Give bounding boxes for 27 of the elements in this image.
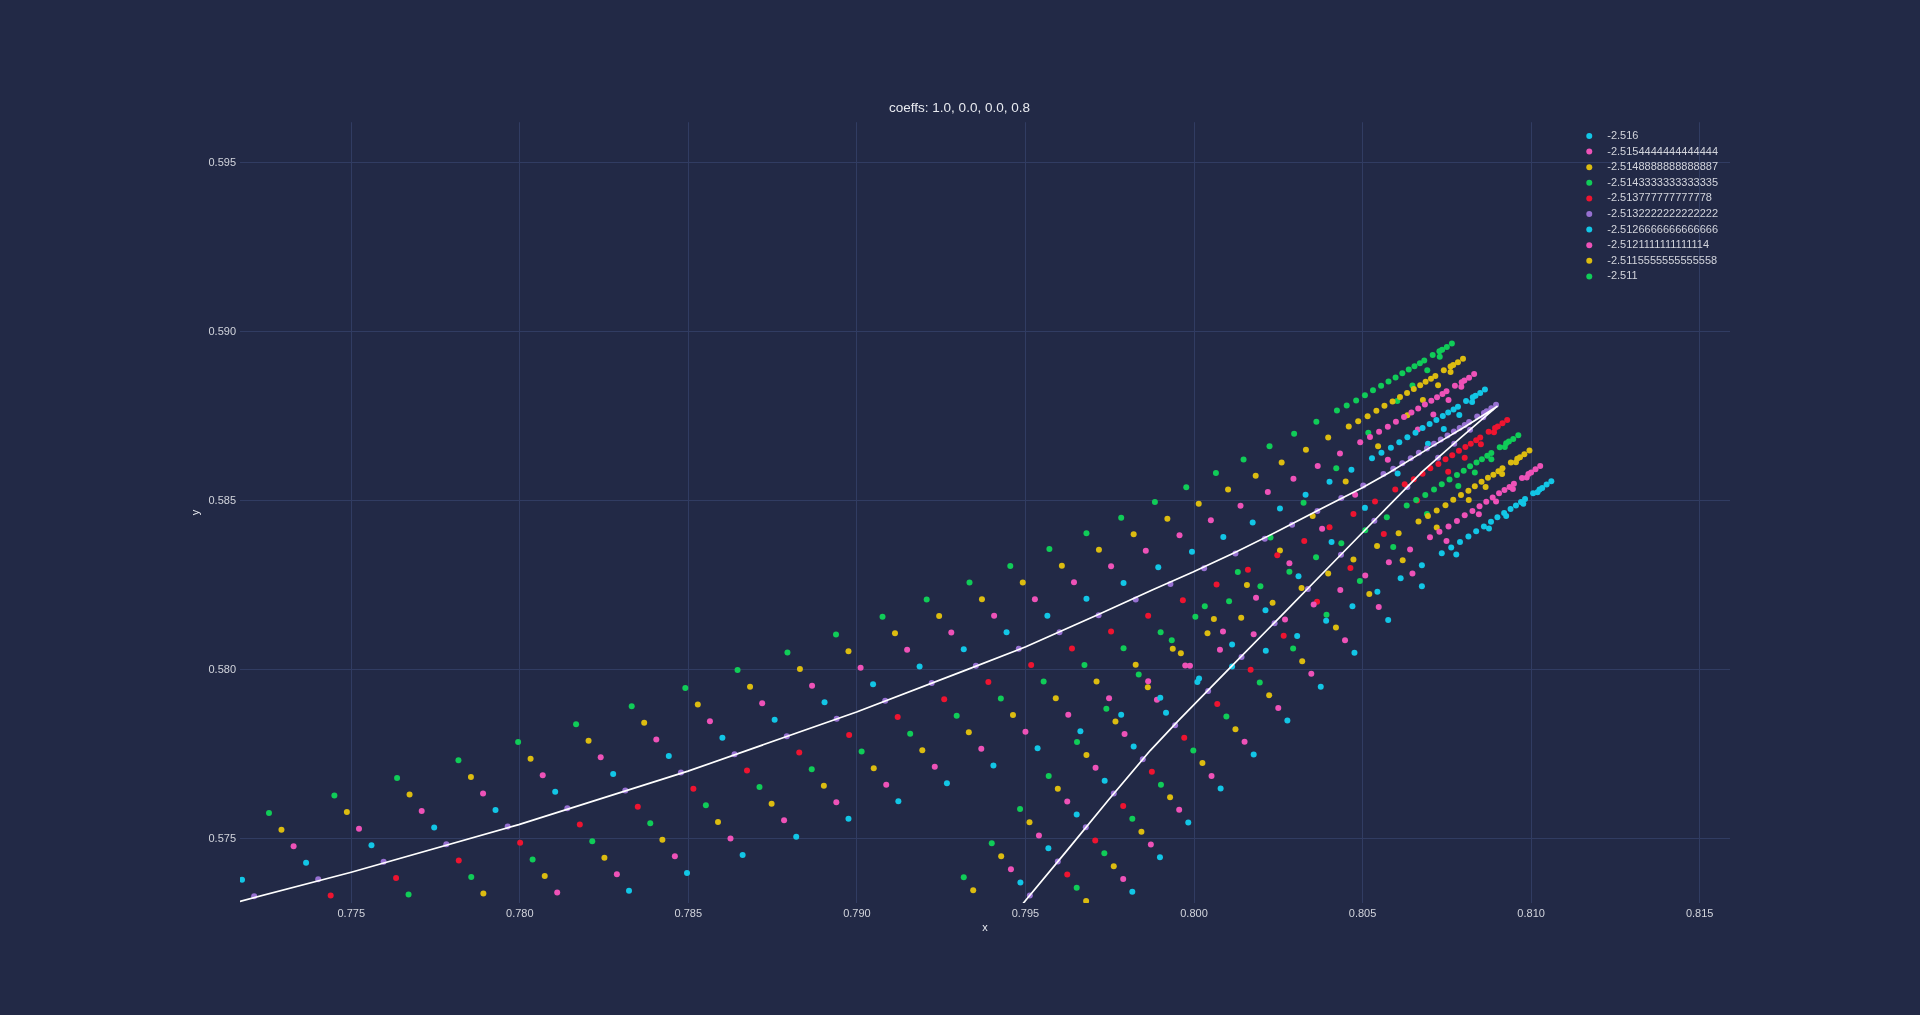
y-axis-title: y xyxy=(188,509,201,516)
x-tick-label: 0.805 xyxy=(1348,906,1377,919)
y-tick-label: 0.595 xyxy=(208,155,236,168)
legend-label: -2.5148888888888887 xyxy=(1607,160,1719,173)
legend-label: -2.5154444444444444 xyxy=(1607,144,1719,157)
legend-label: -2.5132222222222222 xyxy=(1607,207,1719,220)
x-tick-label: 0.810 xyxy=(1517,906,1545,919)
legend-label: -2.511 xyxy=(1607,269,1638,282)
legend-label: -2.5121111111111114 xyxy=(1607,238,1710,251)
y-tick-label: 0.585 xyxy=(208,493,236,506)
legend-label: -2.5115555555555558 xyxy=(1607,253,1718,266)
x-tick-label: 0.790 xyxy=(843,906,871,919)
y-tick-label: 0.590 xyxy=(208,324,236,337)
legend-label: -2.516 xyxy=(1607,129,1639,142)
legend-label: -2.513777777777778 xyxy=(1607,191,1712,204)
chart-title: coeffs: 1.0, 0.0, 0.0, 0.8 xyxy=(889,99,1030,115)
x-tick-label: 0.795 xyxy=(1011,906,1040,919)
x-tick-label: 0.780 xyxy=(506,906,534,919)
y-tick-label: 0.580 xyxy=(208,662,236,675)
x-tick-label: 0.800 xyxy=(1180,906,1208,919)
legend-label: -2.5126666666666666 xyxy=(1607,222,1719,235)
legend-label: -2.5143333333333335 xyxy=(1607,175,1719,188)
x-tick-label: 0.785 xyxy=(674,906,703,919)
x-tick-label: 0.815 xyxy=(1685,906,1714,919)
y-tick-label: 0.575 xyxy=(208,831,236,844)
x-axis-title: x xyxy=(982,921,989,934)
x-tick-label: 0.775 xyxy=(337,906,366,919)
